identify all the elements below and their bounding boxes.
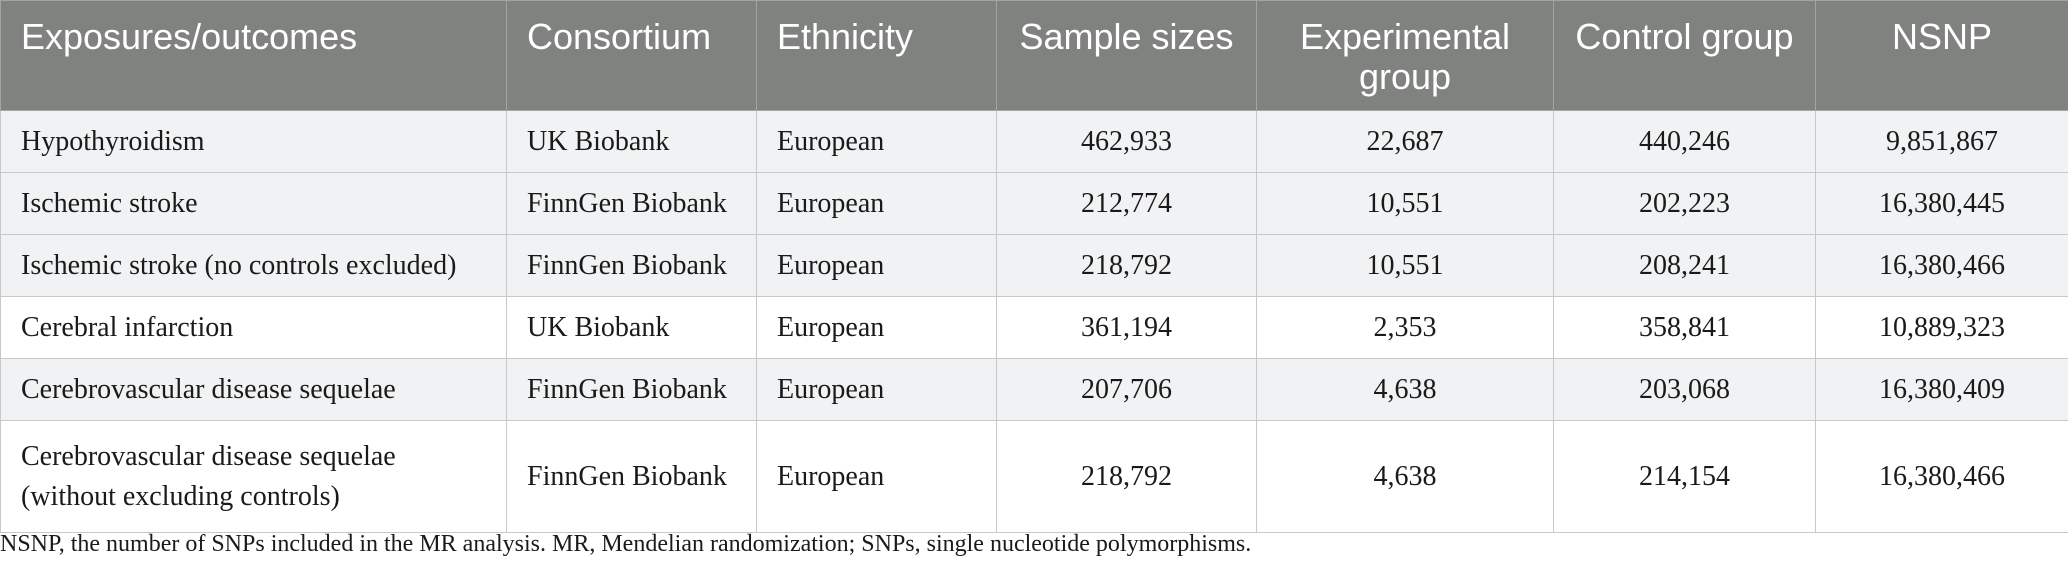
column-header-ethnicity: Ethnicity <box>756 0 997 111</box>
cell-sample-size: 218,792 <box>996 234 1257 297</box>
column-header-nsnp: NSNP <box>1815 0 2068 111</box>
column-header-exposures-outcomes: Exposures/outcomes <box>0 0 507 111</box>
cell-control-group: 202,223 <box>1553 172 1816 235</box>
cell-experimental-group: 22,687 <box>1256 110 1554 173</box>
cell-consortium: FinnGen Biobank <box>506 172 757 235</box>
cell-ethnicity: European <box>756 110 997 173</box>
cell-experimental-group: 4,638 <box>1256 358 1554 421</box>
cell-nsnp: 16,380,466 <box>1815 234 2068 297</box>
cell-ethnicity: European <box>756 420 997 533</box>
cell-consortium: FinnGen Biobank <box>506 234 757 297</box>
cell-exposure-outcome: Cerebral infarction <box>0 296 507 359</box>
column-header-experimental-group: Experimental group <box>1256 0 1554 111</box>
cell-consortium: UK Biobank <box>506 296 757 359</box>
cell-ethnicity: European <box>756 234 997 297</box>
cell-control-group: 214,154 <box>1553 420 1816 533</box>
cell-consortium: UK Biobank <box>506 110 757 173</box>
cell-experimental-group: 10,551 <box>1256 234 1554 297</box>
column-header-sample-sizes: Sample sizes <box>996 0 1257 111</box>
cell-sample-size: 361,194 <box>996 296 1257 359</box>
table-header: Exposures/outcomes Consortium Ethnicity … <box>0 0 2068 111</box>
cell-nsnp: 16,380,466 <box>1815 420 2068 533</box>
cell-nsnp: 10,889,323 <box>1815 296 2068 359</box>
cell-sample-size: 462,933 <box>996 110 1257 173</box>
table-footnote: NSNP, the number of SNPs included in the… <box>0 531 1252 557</box>
cell-sample-size: 207,706 <box>996 358 1257 421</box>
cell-nsnp: 9,851,867 <box>1815 110 2068 173</box>
cell-exposure-outcome: Cerebrovascular disease sequelae (withou… <box>0 420 507 533</box>
column-header-control-group: Control group <box>1553 0 1816 111</box>
table-row: Ischemic stroke (no controls excluded) F… <box>0 234 2068 297</box>
cell-consortium: FinnGen Biobank <box>506 358 757 421</box>
cell-exposure-outcome: Ischemic stroke (no controls excluded) <box>0 234 507 297</box>
cell-ethnicity: European <box>756 358 997 421</box>
cell-control-group: 203,068 <box>1553 358 1816 421</box>
table-body: Hypothyroidism UK Biobank European 462,9… <box>0 110 2068 533</box>
cell-control-group: 358,841 <box>1553 296 1816 359</box>
cell-control-group: 440,246 <box>1553 110 1816 173</box>
cell-exposure-outcome: Ischemic stroke <box>0 172 507 235</box>
cell-ethnicity: European <box>756 296 997 359</box>
cell-experimental-group: 4,638 <box>1256 420 1554 533</box>
cell-experimental-group: 10,551 <box>1256 172 1554 235</box>
cell-control-group: 208,241 <box>1553 234 1816 297</box>
cell-experimental-group: 2,353 <box>1256 296 1554 359</box>
cell-consortium: FinnGen Biobank <box>506 420 757 533</box>
header-row: Exposures/outcomes Consortium Ethnicity … <box>0 0 2068 111</box>
cell-sample-size: 212,774 <box>996 172 1257 235</box>
table-row: Cerebral infarction UK Biobank European … <box>0 296 2068 359</box>
table-row: Ischemic stroke FinnGen Biobank European… <box>0 172 2068 235</box>
cell-nsnp: 16,380,409 <box>1815 358 2068 421</box>
column-header-consortium: Consortium <box>506 0 757 111</box>
cell-exposure-outcome: Hypothyroidism <box>0 110 507 173</box>
cell-nsnp: 16,380,445 <box>1815 172 2068 235</box>
cell-exposure-outcome: Cerebrovascular disease sequelae <box>0 358 507 421</box>
table-row: Hypothyroidism UK Biobank European 462,9… <box>0 110 2068 173</box>
cell-ethnicity: European <box>756 172 997 235</box>
data-table: Exposures/outcomes Consortium Ethnicity … <box>0 0 2068 533</box>
cell-sample-size: 218,792 <box>996 420 1257 533</box>
table-row: Cerebrovascular disease sequelae FinnGen… <box>0 358 2068 421</box>
table-row: Cerebrovascular disease sequelae (withou… <box>0 420 2068 533</box>
